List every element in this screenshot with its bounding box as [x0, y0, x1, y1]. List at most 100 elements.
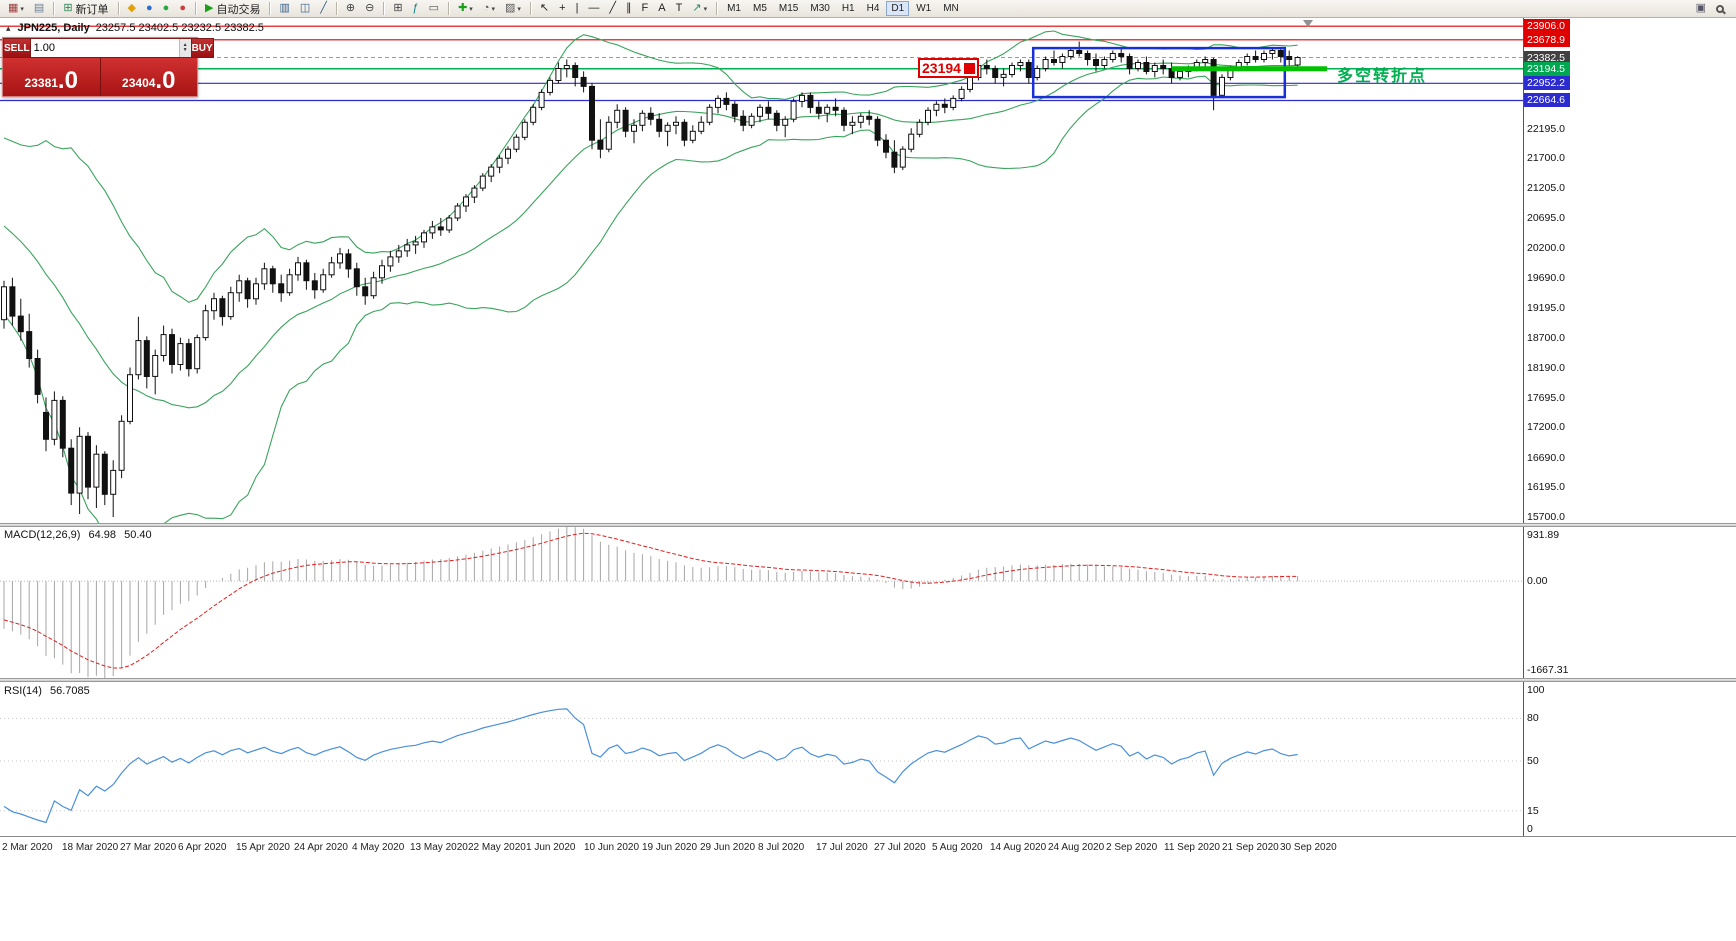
objects-list-icon[interactable]: ▭ [425, 1, 443, 17]
sell-price-frac: .0 [57, 67, 78, 94]
search-icon[interactable] [1712, 1, 1728, 17]
volume-input[interactable] [30, 39, 179, 57]
zoom-out-icon[interactable]: ⊖ [361, 1, 378, 17]
buy-price-main: 23404 [122, 76, 156, 90]
terminal-icon[interactable]: ● [175, 1, 190, 17]
candlestick-chart-icon-glyph: ◫ [299, 2, 311, 14]
template-icon[interactable]: ▨ ▾ [501, 1, 525, 17]
time-axis[interactable]: 2 Mar 2020 18 Mar 2020 27 Mar 2020 6 Apr 20… [0, 836, 1736, 860]
date-axis-label: 29 Jun 2020 [700, 842, 756, 853]
signals-icon-glyph: ● [162, 2, 170, 14]
bollinger-lower-line [3, 75, 1298, 523]
chart-list-icon[interactable]: ▣ [1692, 1, 1710, 17]
price-axis-label: 17200.0 [1527, 421, 1565, 433]
rsi-name: RSI(14) [4, 685, 42, 697]
date-axis-label: 24 Apr 2020 [294, 842, 348, 853]
timeframe-m15[interactable]: M15 [778, 3, 799, 14]
pane-separator-rsi[interactable] [0, 678, 1736, 682]
autotrading-button[interactable]: ▶ 自动交易 [201, 1, 264, 17]
price-axis-label: 18190.0 [1527, 362, 1565, 374]
toolbar-separator [194, 2, 196, 15]
buy-price[interactable]: 23404.0 [100, 58, 197, 96]
spinner-down-icon[interactable]: ▼ [182, 47, 188, 53]
annotation-note[interactable]: 多空转折点 [1337, 68, 1428, 85]
rsi-value: 56.7085 [49, 685, 90, 697]
sell-price-main: 23381 [24, 76, 58, 90]
add-indicator-icon[interactable]: ✚ ▾ [454, 1, 477, 17]
toolbar-separator [117, 2, 119, 15]
date-axis-label: 27 Mar 2020 [120, 842, 177, 853]
price-axis-label: 21700.0 [1527, 152, 1565, 164]
rsi-axis-label: 80 [1527, 712, 1539, 724]
dropdown-caret-icon: ▾ [703, 5, 708, 13]
crosshair-icon[interactable]: + [555, 1, 569, 17]
candlestick-chart-icon[interactable]: ◫ [296, 1, 314, 17]
tile-windows-icon[interactable]: ⊞ [389, 1, 406, 17]
chart-shift-marker[interactable] [1303, 20, 1313, 27]
channel-icon[interactable]: ∥ [622, 1, 636, 17]
one-click-toggle-icon[interactable]: ▴ [6, 22, 11, 33]
horizontal-line-icon-glyph: — [588, 2, 600, 14]
timeframe-d1[interactable]: D1 [886, 1, 910, 16]
bollinger-upper-line [3, 30, 1298, 303]
trendline-icon[interactable]: ╱ [605, 1, 620, 17]
cursor-icon[interactable]: ↖ [536, 1, 553, 17]
profiles-icon[interactable]: ▤ [30, 1, 48, 17]
bull-candles [1, 50, 1301, 495]
profiles-icon-glyph: ▤ [33, 2, 45, 14]
magnifier-glyph [1716, 4, 1724, 13]
toolbar-separator [53, 2, 55, 15]
indicators-icon-glyph: ƒ [412, 2, 419, 14]
sell-price[interactable]: 23381.0 [3, 58, 101, 96]
timeframe-h4[interactable]: H4 [866, 3, 880, 14]
timeframe-m1[interactable]: M1 [727, 3, 741, 14]
timeframe-w1[interactable]: W1 [916, 3, 932, 14]
new-order-button-label: 新订单 [75, 3, 109, 16]
text-icon[interactable]: A [654, 1, 669, 17]
price-label-pivot: 23194.5 [1524, 62, 1570, 76]
autotrading-button-glyph: ▶ [204, 2, 214, 14]
dropdown-caret-icon: ▾ [20, 5, 24, 13]
add-indicator-icon-glyph: ✚ [458, 2, 468, 14]
bar-chart-icon[interactable]: ▥ [275, 1, 293, 17]
horizontal-line-icon[interactable]: — [584, 1, 603, 17]
arrows-icon[interactable]: ↗ ▾ [688, 1, 711, 17]
price-axis-label: 16690.0 [1527, 452, 1565, 464]
indicators-icon[interactable]: ƒ [409, 1, 423, 17]
macd-histogram [3, 527, 1299, 678]
timeframe-m5[interactable]: M5 [753, 3, 767, 14]
pane-separator-macd[interactable] [0, 523, 1736, 527]
text-label-icon[interactable]: T [672, 1, 687, 17]
price-axis-label: 16195.0 [1527, 481, 1565, 493]
sell-button[interactable]: SELL [3, 38, 31, 58]
market-watch-icon[interactable]: ● [142, 1, 157, 17]
zoom-in-icon[interactable]: ⊕ [342, 1, 359, 17]
new-order-button[interactable]: ⊞ 新订单 [59, 1, 112, 17]
spinner-up-icon[interactable]: ▲ [182, 42, 188, 48]
chart-list-icon-glyph: ▣ [1695, 2, 1706, 14]
timeframe-h1[interactable]: H1 [841, 3, 855, 14]
buy-price-frac: .0 [155, 67, 176, 94]
fibonacci-icon[interactable]: F [638, 1, 653, 17]
line-chart-icon[interactable]: ╱ [316, 1, 331, 17]
date-axis-label: 30 Sep 2020 [1280, 842, 1337, 853]
date-axis-label: 2 Sep 2020 [1106, 842, 1158, 853]
timeframe-m30[interactable]: M30 [810, 3, 830, 14]
template-icon-glyph: ▨ [504, 2, 516, 14]
text-label-icon-glyph: T [675, 2, 683, 14]
price-callout[interactable]: 23194 [918, 58, 979, 78]
price-label-support-lower: 22664.6 [1524, 93, 1570, 107]
rsi-label: RSI(14) 56.7085 [4, 685, 90, 697]
signals-icon[interactable]: ● [159, 1, 174, 17]
toolbar-separator [383, 2, 385, 15]
rsi-axis-label: 15 [1527, 805, 1539, 817]
vertical-line-icon[interactable]: | [572, 1, 583, 17]
timeframe-mn[interactable]: MN [943, 3, 959, 14]
volume-spinner[interactable]: ▲ ▼ [178, 39, 191, 57]
new-chart-icon[interactable]: ▦ ▾ [4, 1, 28, 17]
period-icon[interactable]: ◔ ▾ [479, 1, 499, 17]
consolidation-box[interactable] [1031, 46, 1287, 99]
metaeditor-icon[interactable]: ◆ [124, 1, 140, 17]
buy-button[interactable]: BUY [190, 38, 214, 58]
